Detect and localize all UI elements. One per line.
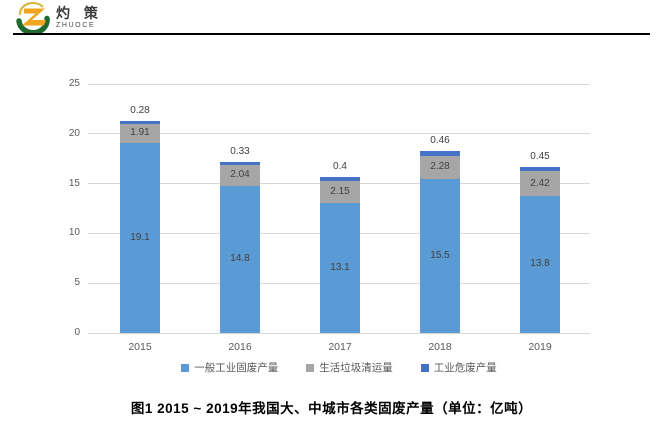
bar-2017-top-value-label: 0.4 xyxy=(333,161,347,173)
y-tick-label: 5 xyxy=(74,277,80,289)
y-tick-label: 20 xyxy=(68,127,80,139)
legend-item: 生活垃圾清运量 xyxy=(306,360,393,375)
header-divider xyxy=(13,33,650,35)
bar-2017-value-label: 2.15 xyxy=(330,185,350,197)
bar-2018-segment-1 xyxy=(420,178,460,333)
brand-text: 灼 策 ZHUOCE xyxy=(56,6,103,29)
legend-item: 一般工业固废产量 xyxy=(181,360,278,375)
bar-2019-segment-1 xyxy=(520,195,560,333)
gridline-0 xyxy=(88,332,590,334)
bar-2016-segment-3 xyxy=(220,161,260,166)
legend-swatch-icon xyxy=(306,363,315,372)
bar-2019-segment-2 xyxy=(520,171,560,196)
bar-2016-segment-2 xyxy=(220,165,260,186)
legend-label: 一般工业固废产量 xyxy=(194,362,279,374)
legend-label: 生活垃圾清运量 xyxy=(319,362,393,374)
figure-caption: 图1 2015 ~ 2019年我国大、中城市各类固废产量（单位：亿吨） xyxy=(130,401,533,416)
bar-2018-value-label: 15.5 xyxy=(430,249,450,261)
y-tick-label: 15 xyxy=(68,177,80,189)
bar-2019-segment-3 xyxy=(520,166,560,172)
gridline-20 xyxy=(88,133,590,135)
bar-2016-top-value-label: 0.33 xyxy=(230,145,250,157)
bar-2017-segment-1 xyxy=(320,202,360,333)
legend-label: 工业危废产量 xyxy=(433,362,497,374)
bar-2015-segment-3 xyxy=(120,120,160,124)
x-tick-label: 2016 xyxy=(228,341,252,353)
y-tick-label: 25 xyxy=(68,78,80,89)
bar-2017-segment-2 xyxy=(320,181,360,203)
bar-2019-value-label: 13.8 xyxy=(530,258,550,270)
x-tick-label: 2015 xyxy=(128,341,152,353)
x-tick-label: 2018 xyxy=(428,341,452,353)
bar-2015-value-label: 1.91 xyxy=(130,127,150,139)
chart-legend: 一般工业固废产量 生活垃圾清运量 工业危废产量 xyxy=(88,360,590,375)
x-tick-label: 2019 xyxy=(528,341,552,353)
bar-2016-value-label: 2.04 xyxy=(230,169,250,181)
bar-2016-segment-1 xyxy=(220,185,260,333)
bar-2018-segment-2 xyxy=(420,155,460,179)
bar-2015-value-label: 19.1 xyxy=(130,231,150,243)
bar-2018-segment-3 xyxy=(420,151,460,156)
bar-2018-value-label: 2.28 xyxy=(430,161,450,173)
legend-item: 工业危废产量 xyxy=(420,360,497,375)
x-tick-label: 2017 xyxy=(328,341,352,353)
y-tick-label: 10 xyxy=(68,227,80,239)
legend-swatch-icon xyxy=(420,363,429,372)
bar-2016-value-label: 14.8 xyxy=(230,253,250,265)
bar-2017-segment-3 xyxy=(320,177,360,182)
bar-2015-segment-2 xyxy=(120,123,160,143)
y-tick-label: 0 xyxy=(74,327,80,338)
bar-2017-value-label: 13.1 xyxy=(330,261,350,273)
bar-2015-top-value-label: 0.28 xyxy=(130,104,150,116)
bar-2019-top-value-label: 0.45 xyxy=(530,150,550,162)
bar-2019-value-label: 2.42 xyxy=(530,177,550,189)
legend-swatch-icon xyxy=(181,363,190,372)
logo-mark-icon xyxy=(16,2,50,33)
brand-name-en: ZHUOCE xyxy=(56,22,96,29)
bar-2015-segment-1 xyxy=(120,142,160,333)
company-logo: 灼 策 ZHUOCE xyxy=(16,2,103,33)
brand-name-cn: 灼 策 xyxy=(56,5,103,21)
bar-2018-top-value-label: 0.46 xyxy=(430,135,450,147)
gridline-25 xyxy=(88,83,590,85)
